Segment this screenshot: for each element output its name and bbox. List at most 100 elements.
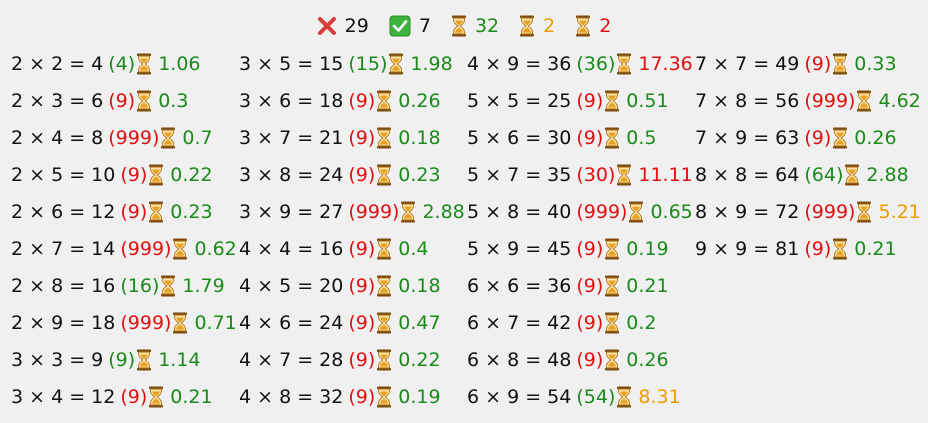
result-row: 5 × 7 = 35 (30) 11.11 — [467, 160, 693, 190]
result-row: 7 × 7 = 49 (9) 0.33 — [695, 49, 897, 79]
result-row: 2 × 2 = 4 (4) 1.06 — [11, 49, 201, 79]
answer-text: (9) — [804, 127, 832, 149]
result-row: 4 × 7 = 28 (9) 0.22 — [239, 345, 441, 375]
equation-text: 3 × 6 = 18 — [239, 90, 344, 112]
result-row: 3 × 5 = 15 (15) 1.98 — [239, 49, 453, 79]
equation-text: 6 × 8 = 48 — [467, 349, 572, 371]
hourglass-icon — [376, 238, 392, 260]
correct-count: 7 — [418, 15, 431, 37]
result-row: 6 × 8 = 48 (9) 0.26 — [467, 345, 669, 375]
time-text: 0.22 — [170, 164, 213, 186]
answer-text: (9) — [576, 275, 604, 297]
hourglass-icon — [604, 349, 620, 371]
result-row: 3 × 8 = 24 (9) 0.23 — [239, 160, 441, 190]
answer-text: (9) — [576, 312, 604, 334]
answer-text: (9) — [348, 312, 376, 334]
answer-text: (15) — [348, 53, 388, 75]
summary-bar: 29 7 32 2 2 — [0, 12, 928, 40]
equation-text: 3 × 3 = 9 — [11, 349, 104, 371]
hourglass-icon — [376, 312, 392, 334]
result-row: 2 × 6 = 12 (9) 0.23 — [11, 197, 213, 227]
answer-text: (999) — [804, 201, 856, 223]
result-row: 2 × 9 = 18 (999) 0.71 — [11, 308, 237, 338]
time-text: 17.36 — [638, 53, 693, 75]
correct-summary: 7 — [389, 15, 431, 37]
result-row: 3 × 7 = 21 (9) 0.18 — [239, 123, 441, 153]
equation-text: 5 × 8 = 40 — [467, 201, 572, 223]
equation-text: 7 × 7 = 49 — [695, 53, 800, 75]
hourglass-icon — [832, 53, 848, 75]
equation-text: 2 × 3 = 6 — [11, 90, 104, 112]
time-text: 5.21 — [878, 201, 921, 223]
hourglass-icon — [376, 164, 392, 186]
hourglass-icon — [376, 127, 392, 149]
time-text: 0.23 — [170, 201, 213, 223]
result-row: 3 × 4 = 12 (9) 0.21 — [11, 382, 213, 412]
result-row: 3 × 6 = 18 (9) 0.26 — [239, 86, 441, 116]
time-text: 0.21 — [626, 275, 669, 297]
result-row: 6 × 7 = 42 (9) 0.2 — [467, 308, 657, 338]
hourglass-icon — [376, 90, 392, 112]
answer-text: (999) — [348, 201, 400, 223]
time-text: 0.62 — [194, 238, 237, 260]
equation-text: 4 × 4 = 16 — [239, 238, 344, 260]
answer-text: (9) — [120, 386, 148, 408]
hourglass-icon — [172, 238, 188, 260]
cross-icon — [317, 16, 337, 36]
answer-text: (9) — [348, 90, 376, 112]
hourglass-icon — [604, 127, 620, 149]
equation-text: 7 × 9 = 63 — [695, 127, 800, 149]
slow-summary: 2 — [575, 15, 611, 37]
equation-text: 5 × 5 = 25 — [467, 90, 572, 112]
answer-text: (9) — [576, 127, 604, 149]
result-row: 9 × 9 = 81 (9) 0.21 — [695, 234, 897, 264]
hourglass-icon — [575, 15, 591, 37]
equation-text: 6 × 7 = 42 — [467, 312, 572, 334]
time-text: 0.21 — [854, 238, 897, 260]
answer-text: (9) — [348, 275, 376, 297]
hourglass-icon — [519, 15, 535, 37]
answer-text: (9) — [348, 164, 376, 186]
slow-count: 2 — [599, 15, 612, 37]
result-row: 2 × 5 = 10 (9) 0.22 — [11, 160, 213, 190]
hourglass-icon — [160, 127, 176, 149]
equation-text: 2 × 4 = 8 — [11, 127, 104, 149]
hourglass-icon — [856, 201, 872, 223]
result-row: 4 × 5 = 20 (9) 0.18 — [239, 271, 441, 301]
answer-text: (9) — [108, 349, 136, 371]
time-text: 0.4 — [398, 238, 429, 260]
time-text: 0.71 — [194, 312, 237, 334]
hourglass-icon — [148, 201, 164, 223]
hourglass-icon — [148, 386, 164, 408]
answer-text: (9) — [576, 238, 604, 260]
equation-text: 2 × 2 = 4 — [11, 53, 104, 75]
equation-text: 3 × 9 = 27 — [239, 201, 344, 223]
answer-text: (9) — [348, 238, 376, 260]
result-row: 4 × 4 = 16 (9) 0.4 — [239, 234, 429, 264]
answer-text: (64) — [804, 164, 844, 186]
answer-text: (999) — [120, 238, 172, 260]
hourglass-icon — [388, 53, 404, 75]
hourglass-icon — [616, 53, 632, 75]
answer-text: (9) — [348, 127, 376, 149]
equation-text: 9 × 9 = 81 — [695, 238, 800, 260]
equation-text: 4 × 9 = 36 — [467, 53, 572, 75]
time-text: 1.14 — [158, 349, 201, 371]
answer-text: (36) — [576, 53, 616, 75]
answer-text: (9) — [120, 201, 148, 223]
hourglass-icon — [376, 275, 392, 297]
time-text: 0.21 — [170, 386, 213, 408]
time-text: 0.51 — [626, 90, 669, 112]
hourglass-icon — [148, 164, 164, 186]
result-row: 5 × 9 = 45 (9) 0.19 — [467, 234, 669, 264]
equation-text: 6 × 9 = 54 — [467, 386, 572, 408]
result-row: 8 × 8 = 64 (64) 2.88 — [695, 160, 909, 190]
time-text: 0.7 — [182, 127, 213, 149]
equation-text: 4 × 8 = 32 — [239, 386, 344, 408]
answer-text: (9) — [576, 349, 604, 371]
result-row: 2 × 8 = 16 (16) 1.79 — [11, 271, 225, 301]
result-row: 5 × 5 = 25 (9) 0.51 — [467, 86, 669, 116]
time-text: 0.3 — [158, 90, 189, 112]
wrong-count: 29 — [344, 15, 369, 37]
hourglass-icon — [400, 201, 416, 223]
